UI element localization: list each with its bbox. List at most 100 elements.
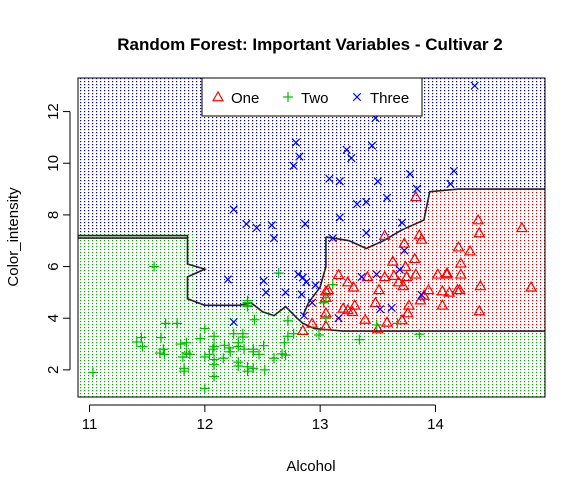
point-three <box>311 280 320 290</box>
point-one <box>341 275 354 287</box>
point-two <box>392 318 403 329</box>
point-two <box>172 318 183 329</box>
point-one <box>431 268 444 279</box>
legend-item-one: One <box>211 90 259 107</box>
point-two <box>414 329 425 340</box>
point-two <box>199 323 210 334</box>
boundary-line <box>302 236 327 316</box>
point-three <box>335 177 344 186</box>
point-two <box>219 340 230 351</box>
point-one <box>372 283 385 295</box>
y-tick-label: 10 <box>45 155 62 172</box>
point-two <box>249 314 260 325</box>
point-three <box>400 246 409 255</box>
point-three <box>307 298 317 307</box>
point-one <box>515 221 528 233</box>
point-one <box>408 252 421 264</box>
point-three <box>294 270 303 279</box>
x-axis: 11 12 13 14 <box>82 404 444 433</box>
legend-item-two: Two <box>283 90 329 107</box>
point-three <box>334 314 343 323</box>
point-one <box>454 256 467 268</box>
point-three <box>375 305 385 314</box>
point-two <box>181 337 192 348</box>
legend-marker-one <box>211 90 225 102</box>
point-three <box>229 205 238 214</box>
point-two <box>159 349 170 360</box>
point-two <box>282 331 293 342</box>
point-two <box>320 292 331 303</box>
point-one <box>464 244 477 256</box>
point-three <box>470 81 479 90</box>
point-two <box>136 332 147 343</box>
point-three <box>297 290 306 299</box>
point-two <box>242 361 253 372</box>
series-three <box>223 81 479 327</box>
point-three <box>302 277 311 287</box>
point-three <box>362 197 371 207</box>
point-two <box>156 332 167 343</box>
chart-title: Random Forest: Important Variables - Cul… <box>117 35 502 54</box>
point-two <box>371 319 382 330</box>
point-three <box>300 219 310 229</box>
point-one <box>359 313 372 324</box>
point-one <box>306 317 319 328</box>
point-one <box>387 269 400 280</box>
point-one <box>371 322 384 334</box>
point-three <box>412 184 422 193</box>
point-one <box>346 305 359 317</box>
point-two <box>273 268 284 279</box>
point-two <box>137 341 148 352</box>
y-tick-label: 8 <box>45 211 62 219</box>
point-three <box>252 223 261 232</box>
x-tick-label: 14 <box>427 416 444 433</box>
point-one <box>332 268 345 280</box>
data-points <box>87 81 538 394</box>
point-one <box>474 279 487 291</box>
point-two <box>175 339 186 350</box>
point-one <box>392 275 405 287</box>
point-two <box>254 349 265 360</box>
y-axis: 2 4 6 8 10 12 <box>45 103 71 374</box>
point-two <box>228 328 239 339</box>
point-two <box>209 371 220 382</box>
point-three <box>342 145 351 154</box>
point-two <box>233 341 244 352</box>
point-one <box>319 319 332 331</box>
y-axis-label: Color_intensity <box>5 187 22 287</box>
point-two <box>258 340 269 351</box>
point-one <box>400 270 413 282</box>
point-three <box>328 233 338 243</box>
point-two <box>209 354 220 365</box>
point-two <box>149 261 160 272</box>
point-one <box>348 299 361 310</box>
point-two <box>199 383 210 394</box>
point-one <box>397 279 410 291</box>
point-one <box>402 299 415 310</box>
point-one <box>454 268 467 279</box>
point-three <box>395 265 404 274</box>
region-two <box>78 233 545 397</box>
point-two <box>207 344 218 355</box>
point-one <box>369 296 382 308</box>
x-tick-label: 12 <box>196 416 213 433</box>
point-one <box>386 255 399 266</box>
point-three <box>325 174 334 183</box>
legend: One Two Three <box>201 77 423 117</box>
point-one <box>347 281 360 292</box>
point-two <box>154 348 165 359</box>
point-two <box>233 357 244 368</box>
point-two <box>199 351 210 362</box>
point-three <box>417 290 426 300</box>
x-tick-label: 13 <box>312 416 329 433</box>
point-one <box>452 240 465 252</box>
point-three <box>299 311 309 320</box>
decision-regions <box>78 78 545 397</box>
y-tick-label: 2 <box>45 366 62 374</box>
point-one <box>409 268 422 279</box>
point-three <box>259 276 268 285</box>
point-two <box>218 353 229 364</box>
point-one <box>409 190 422 202</box>
point-three <box>347 153 356 163</box>
